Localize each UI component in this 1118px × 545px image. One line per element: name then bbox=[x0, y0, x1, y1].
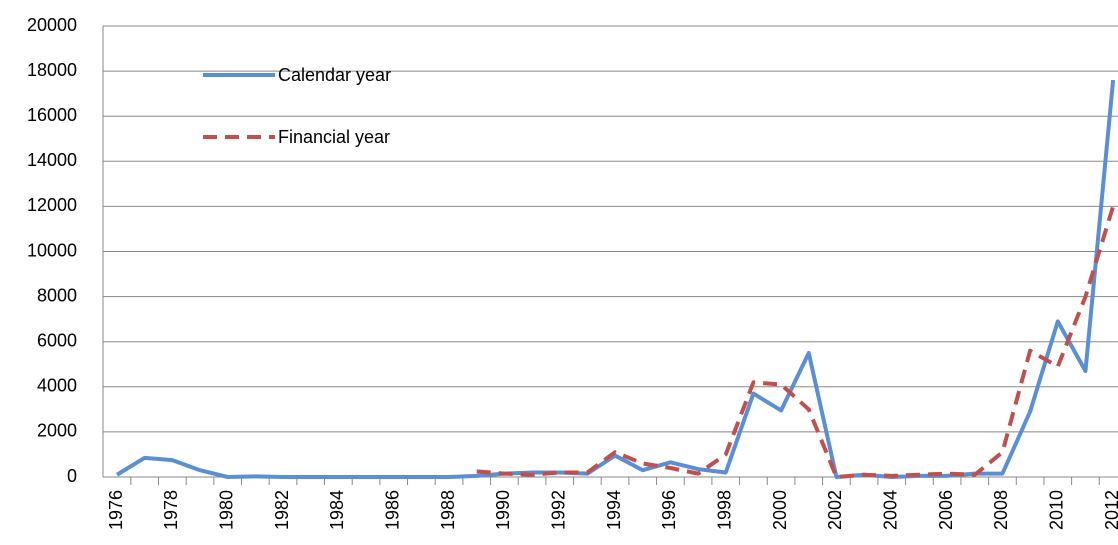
x-tick-label: 1986 bbox=[382, 490, 402, 530]
line-series bbox=[115, 79, 1116, 479]
x-tick-label: 1992 bbox=[548, 490, 568, 530]
x-tick-label: 1996 bbox=[659, 490, 679, 530]
y-tick-label: 4000 bbox=[37, 376, 77, 396]
x-tick-label: 1976 bbox=[106, 490, 126, 530]
y-tick-label: 18000 bbox=[27, 60, 77, 80]
y-tick-label: 10000 bbox=[27, 240, 77, 260]
x-tick-label: 1994 bbox=[604, 490, 624, 530]
x-tick-label: 2008 bbox=[991, 490, 1011, 530]
x-tick-label: 2002 bbox=[825, 490, 845, 530]
y-tick-label: 14000 bbox=[27, 150, 77, 170]
x-tick-label: 2012 bbox=[1102, 490, 1118, 530]
line-series bbox=[476, 205, 1116, 479]
y-tick-label: 16000 bbox=[27, 105, 77, 125]
x-tick-label: 1980 bbox=[216, 490, 236, 530]
y-tick-label: 0 bbox=[67, 466, 77, 486]
x-tick-label: 1998 bbox=[714, 490, 734, 530]
y-tick-label: 20000 bbox=[27, 15, 77, 35]
x-tick-label: 2004 bbox=[881, 490, 901, 530]
y-tick-label: 8000 bbox=[37, 285, 77, 305]
x-tick-label: 1982 bbox=[272, 490, 292, 530]
x-tick-label: 2000 bbox=[770, 490, 790, 530]
x-tick-label: 1984 bbox=[327, 490, 347, 530]
x-tick-label: 2006 bbox=[936, 490, 956, 530]
legend-label: Financial year bbox=[278, 127, 390, 147]
y-tick-label: 2000 bbox=[37, 421, 77, 441]
x-tick-label: 2010 bbox=[1047, 490, 1067, 530]
x-tick-label: 1988 bbox=[438, 490, 458, 530]
x-tick-label: 1978 bbox=[161, 490, 181, 530]
y-tick-label: 6000 bbox=[37, 330, 77, 350]
x-tick-label: 1990 bbox=[493, 490, 513, 530]
y-tick-label: 12000 bbox=[27, 195, 77, 215]
legend-label: Calendar year bbox=[278, 65, 391, 85]
